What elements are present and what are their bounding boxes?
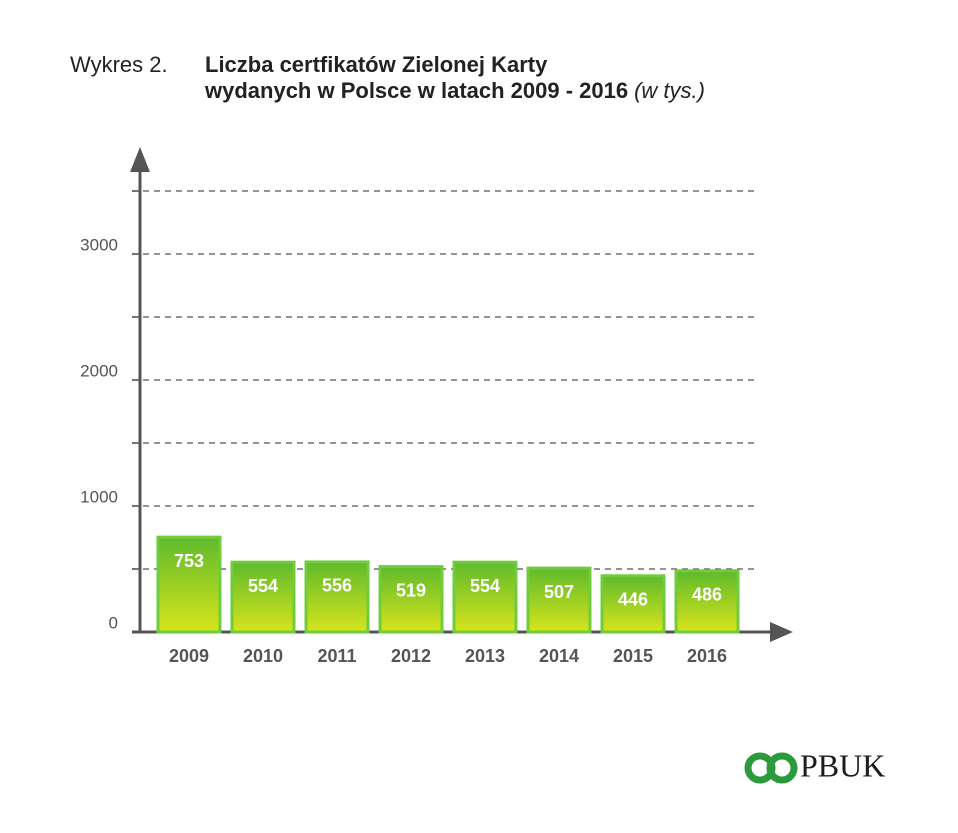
data-label: 519: [396, 580, 426, 600]
x-tick-label: 2012: [391, 646, 431, 666]
bar: [674, 569, 740, 634]
data-label: 554: [248, 576, 278, 596]
data-label: 446: [618, 590, 648, 610]
bar: [526, 566, 592, 634]
bar: [600, 574, 666, 634]
chart-title-line2: wydanych w Polsce w latach 2009 - 2016 (w…: [204, 78, 705, 103]
title-line2: wydanych w Polsce w latach 2009 - 2016: [204, 78, 628, 103]
y-tick-label: 3000: [80, 235, 118, 254]
data-label: 556: [322, 576, 352, 596]
bar: [156, 535, 222, 634]
x-tick-label: 2009: [169, 646, 209, 666]
chart-title: Liczba certfikatów Zielonej Karty: [205, 52, 548, 77]
unit-note: (w tys.): [634, 78, 705, 103]
bar: [230, 560, 296, 634]
y-tick-label: 2000: [80, 361, 118, 380]
logo-text: PBUK: [800, 747, 885, 783]
bar: [304, 560, 370, 634]
logo: PBUK: [744, 747, 885, 784]
bar: [452, 560, 518, 634]
x-tick-label: 2015: [613, 646, 653, 666]
y-axis-arrow: [130, 147, 150, 172]
x-tick-label: 2016: [687, 646, 727, 666]
y-tick-label: 1000: [80, 487, 118, 506]
logo-icon: [766, 752, 798, 784]
bar: [378, 565, 444, 634]
data-label: 486: [692, 585, 722, 605]
data-label: 554: [470, 576, 500, 596]
y-tick-label: 0: [109, 613, 118, 632]
data-label: 753: [174, 551, 204, 571]
x-tick-label: 2013: [465, 646, 505, 666]
x-tick-label: 2014: [539, 646, 579, 666]
x-axis-arrow: [770, 622, 793, 642]
x-tick-label: 2011: [317, 646, 356, 666]
x-tick-label: 2010: [243, 646, 283, 666]
data-label: 507: [544, 582, 574, 602]
title-prefix: Wykres 2.: [70, 52, 168, 77]
